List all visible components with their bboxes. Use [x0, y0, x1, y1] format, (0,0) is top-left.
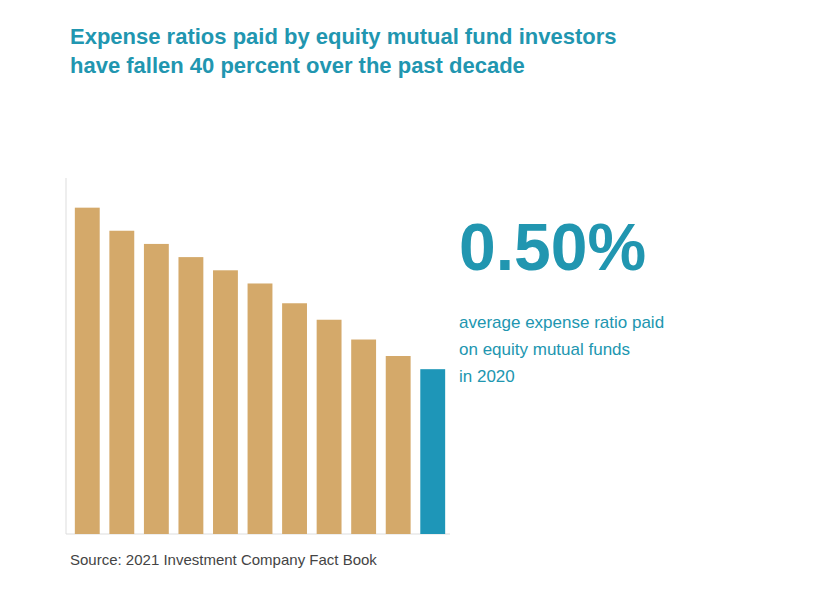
source: Source: 2021 Investment Company Fact Boo…: [70, 551, 377, 568]
bar: [144, 244, 169, 534]
bar: [248, 283, 273, 534]
bar: [213, 270, 238, 534]
bar: [75, 208, 100, 534]
bar: [282, 303, 307, 534]
y-axis-line: [66, 178, 67, 534]
bar: [386, 356, 411, 534]
bars: [75, 208, 445, 534]
title: Expense ratios paid by equity mutual fun…: [70, 24, 616, 78]
bar: [178, 257, 203, 534]
annotation: average expense ratio paidon equity mutu…: [459, 313, 664, 386]
big-number: 0.50%: [459, 210, 646, 284]
bar: [109, 231, 134, 534]
chart: Expense ratios paid by equity mutual fun…: [0, 0, 827, 593]
bar: [351, 340, 376, 534]
bar: [420, 369, 445, 534]
bar: [317, 320, 342, 534]
